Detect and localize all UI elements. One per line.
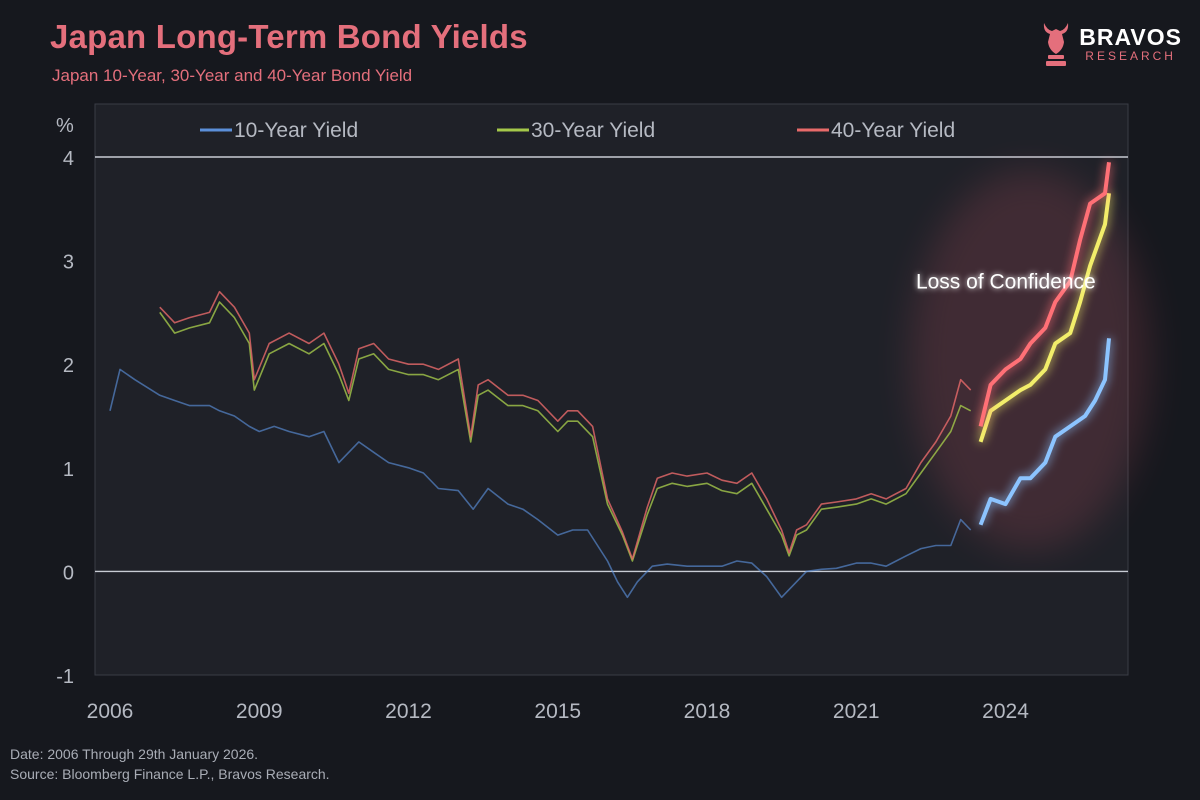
x-tick-label: 2024 [982,700,1029,723]
brand-logo: BRAVOS RESEARCH [1039,20,1182,68]
highlight-halo [910,170,1150,550]
chart-title: Japan Long-Term Bond Yields [50,18,528,55]
series-line-30y-recent [978,193,1111,443]
series-line-40y-history [159,290,972,560]
annotation-loss-of-confidence: Loss of Confidence [916,270,1096,293]
source-note: Source: Bloomberg Finance L.P., Bravos R… [10,766,330,782]
y-tick-label: 3 [63,252,74,274]
x-tick-label: 2015 [534,700,581,723]
bull-head-icon [1044,23,1069,66]
legend-label-40y: 40-Year Yield [831,119,955,142]
y-tick-label: -1 [56,666,74,688]
series-line-10y-recent [978,338,1111,526]
y-axis-unit: % [56,115,74,137]
brand-name: BRAVOS [1079,24,1182,50]
x-tick-label: 2009 [236,700,283,723]
line-chart: -1 0 1 2 3 4% 2006 2009 2012 2015 2018 2021 2024 Loss… [56,103,1150,723]
y-tick-label: 2 [63,355,74,377]
x-tick-label: 2012 [385,700,432,723]
x-tick-label: 2018 [684,700,731,723]
y-tick-label: 1 [63,459,74,481]
date-note: Date: 2006 Through 29th January 2026. [10,746,259,762]
legend-label-10y: 10-Year Yield [234,119,358,142]
series-line-10y-history [109,368,972,599]
legend-label-30y: 30-Year Yield [531,119,655,142]
x-tick-label: 2006 [87,700,134,723]
footer: Date: 2006 Through 29th January 2026. So… [10,744,330,784]
y-tick-label: 0 [63,562,74,584]
chart-subtitle: Japan 10-Year, 30-Year and 40-Year Bond … [52,66,413,85]
x-tick-label: 2021 [833,700,880,723]
brand-tagline: RESEARCH [1085,49,1176,63]
y-tick-label: 4 [63,148,74,170]
series-line-30y-history [159,301,972,562]
series-line-40y-recent [978,161,1111,427]
